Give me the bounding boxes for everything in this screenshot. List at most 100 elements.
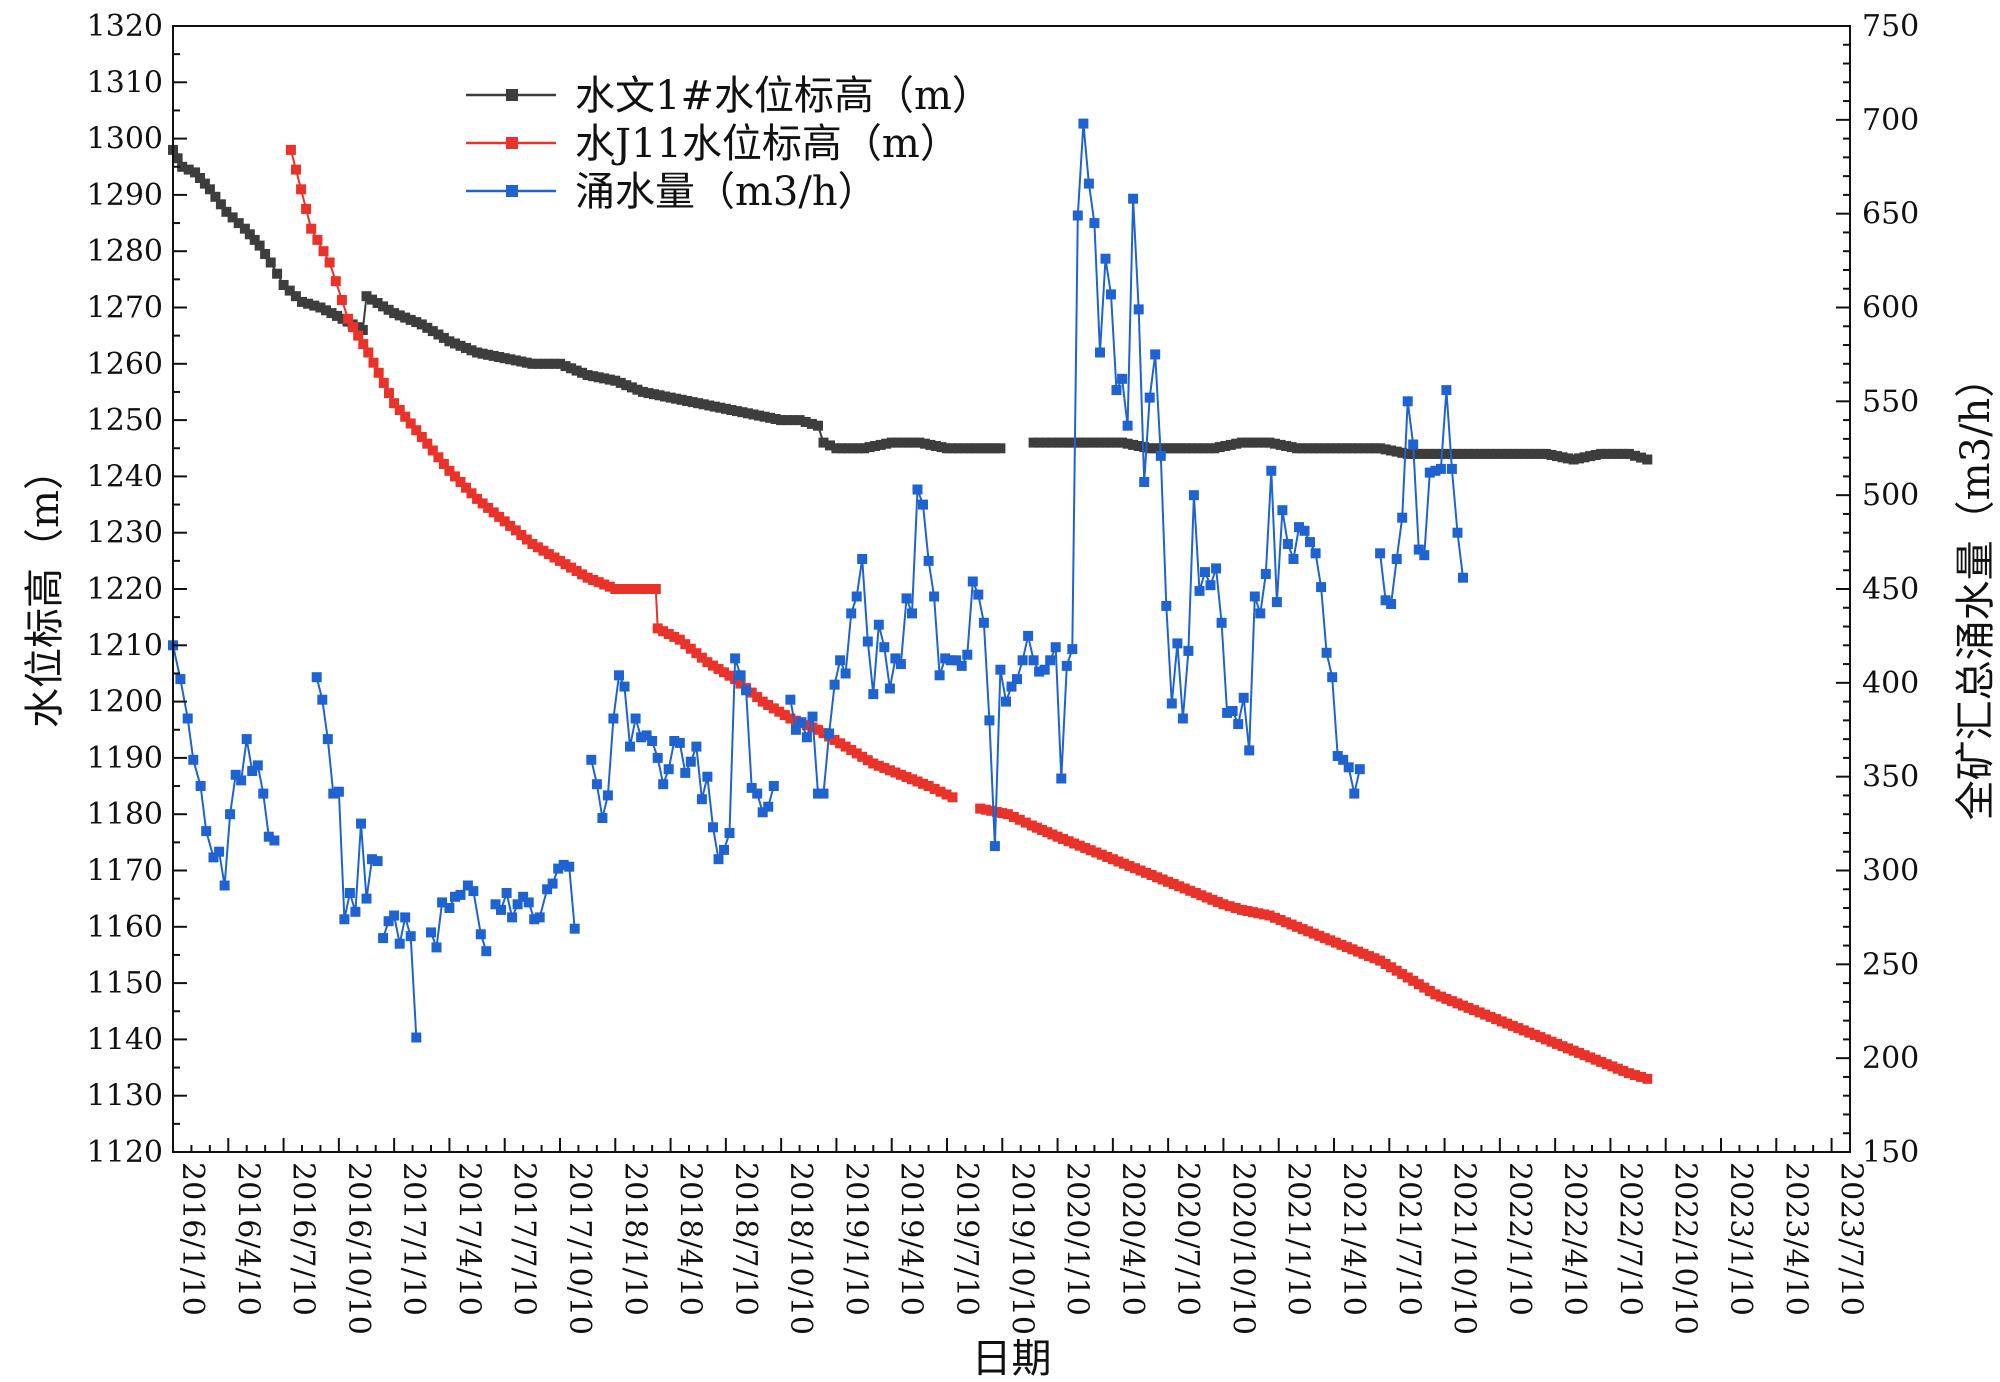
- series-0-point: [249, 234, 260, 245]
- series-1-point: [527, 539, 538, 549]
- series-1-point: [1358, 948, 1369, 959]
- series-1-point: [1546, 1036, 1557, 1047]
- y-right-tick-label: 150: [1862, 1135, 1919, 1170]
- series-2-point: [1139, 477, 1150, 487]
- legend-marker-1: [506, 137, 518, 149]
- series-1-point: [1585, 1052, 1596, 1063]
- series-2-point: [378, 933, 389, 944]
- series-0-point: [990, 443, 1001, 454]
- series-1-point: [427, 445, 438, 456]
- series-1-point: [626, 584, 637, 594]
- series-2-point: [1391, 554, 1402, 564]
- series-0-point: [1187, 443, 1198, 454]
- series-1-point: [1485, 1011, 1496, 1022]
- series-1-point: [301, 204, 312, 214]
- x-tick-label: 2018/1/10: [617, 1162, 652, 1316]
- series-1-point: [358, 339, 369, 350]
- series-2-point: [807, 711, 818, 722]
- series-0-point: [788, 415, 799, 426]
- series-1-point: [818, 728, 829, 739]
- series-2-point: [1216, 617, 1227, 628]
- series-1-point: [790, 715, 801, 726]
- series-1-point: [1518, 1025, 1529, 1036]
- series-0-point: [538, 358, 549, 369]
- y-left-tick-label: 1270: [87, 291, 163, 326]
- x-tick-label: 2022/1/10: [1502, 1162, 1537, 1316]
- series-1-point: [1212, 897, 1223, 907]
- series-2-point: [1028, 655, 1039, 666]
- series-1-point: [422, 438, 433, 449]
- series-1-point: [947, 792, 958, 803]
- series-2-point: [258, 788, 269, 799]
- series-1-point: [1535, 1032, 1546, 1043]
- series-2-point: [1446, 463, 1457, 474]
- y-right-tick-label: 650: [1862, 197, 1919, 232]
- series-1-point: [1380, 959, 1391, 969]
- series-1-point: [785, 713, 796, 724]
- x-tick-label: 2016/1/10: [175, 1162, 210, 1316]
- series-1-point: [599, 579, 610, 590]
- series-0-point: [715, 402, 726, 413]
- series-1-point: [560, 559, 571, 570]
- series-0-point: [1391, 446, 1402, 457]
- series-2-point: [553, 863, 564, 874]
- series-1-point: [1157, 874, 1168, 885]
- series-1-point: [1419, 982, 1430, 993]
- series-0-point: [438, 332, 449, 343]
- series-2-point: [1106, 289, 1116, 300]
- series-1-point: [306, 223, 317, 234]
- series-1-point: [343, 313, 354, 324]
- series-2-point: [475, 929, 486, 940]
- series-1-point: [1458, 1000, 1468, 1011]
- series-0-point: [1369, 443, 1380, 454]
- series-0-point: [1518, 448, 1529, 459]
- series-0-point: [709, 401, 720, 412]
- series-1-point: [296, 184, 307, 195]
- series-0-point: [1203, 443, 1214, 454]
- series-0-point: [254, 240, 265, 251]
- series-0-point: [204, 184, 215, 195]
- series-2-point: [361, 893, 372, 904]
- series-2-point: [468, 886, 479, 897]
- series-0-point: [1623, 448, 1634, 459]
- series-1-point: [1179, 883, 1190, 894]
- series-1-point: [719, 667, 729, 678]
- series-1-point: [1242, 906, 1253, 916]
- series-0-point: [1139, 442, 1150, 453]
- series-0-point: [532, 358, 543, 369]
- series-1-point: [1642, 1073, 1653, 1084]
- series-1-point: [1031, 822, 1042, 833]
- series-0-point: [361, 291, 372, 302]
- series-2-point: [1034, 666, 1045, 677]
- y-left-tick-label: 1140: [87, 1022, 163, 1057]
- series-2-point: [945, 655, 956, 666]
- series-0-point: [1281, 441, 1292, 451]
- series-2-point: [1349, 788, 1360, 799]
- series-0-point: [837, 443, 847, 454]
- series-0-point: [1078, 437, 1089, 448]
- series-0-point: [654, 390, 665, 401]
- series-2-point: [1327, 672, 1338, 683]
- series-1-point: [510, 525, 521, 536]
- series-0-point: [1264, 437, 1275, 448]
- series-2-point: [696, 794, 707, 805]
- series-1-point: [1118, 858, 1129, 869]
- series-1-point: [1008, 812, 1019, 822]
- y-axis-left-title: 水位标高（m）: [22, 450, 68, 728]
- series-0-point: [1458, 448, 1468, 459]
- series-1-point: [1080, 843, 1091, 853]
- series-0-point: [472, 347, 483, 358]
- series-1-point: [1391, 965, 1402, 976]
- series-0-point: [1325, 443, 1336, 454]
- series-0-point: [1231, 438, 1242, 449]
- series-0-point: [665, 392, 676, 403]
- series-1-point: [1341, 942, 1352, 953]
- series-2-point: [1452, 527, 1463, 538]
- series-1-point: [1096, 849, 1107, 860]
- series-0-point: [599, 373, 610, 384]
- series-0-point: [1073, 437, 1084, 448]
- series-1-point: [1552, 1038, 1562, 1049]
- series-0-point: [1236, 437, 1247, 448]
- series-2-point: [1260, 569, 1271, 579]
- series-0-point: [1275, 439, 1286, 450]
